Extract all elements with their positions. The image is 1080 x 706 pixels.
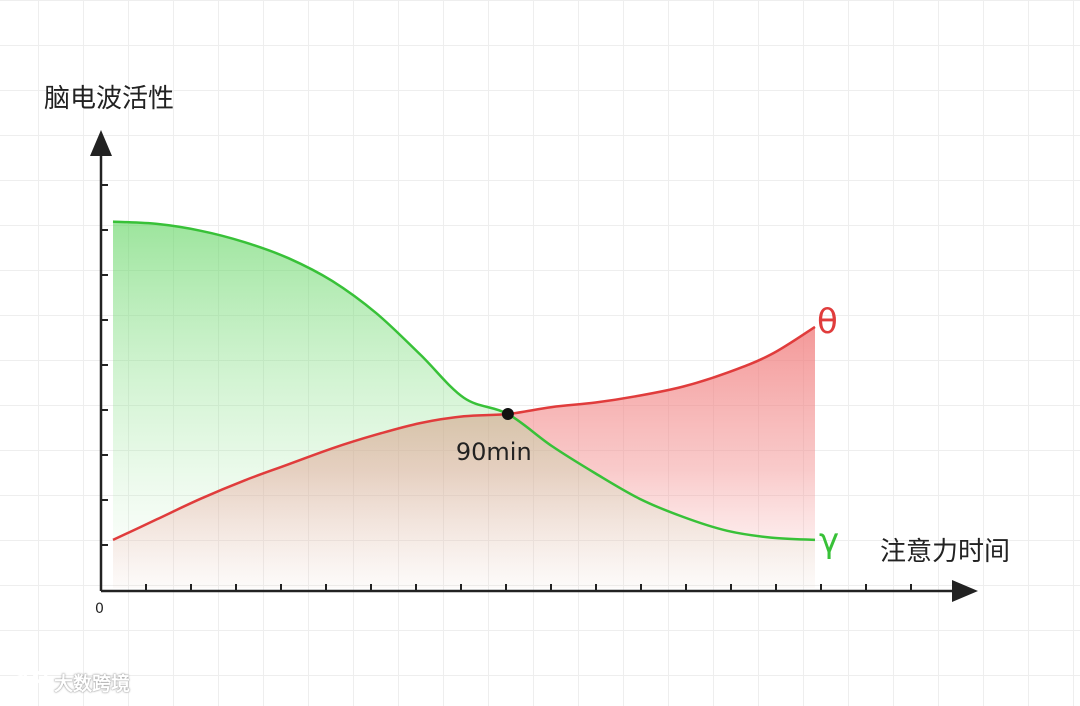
series-lines (112, 220, 816, 542)
origin-label: 0 (95, 601, 104, 617)
intersection-label: 90min (456, 438, 532, 466)
series-areas (113, 221, 815, 588)
gamma-line (112, 220, 816, 542)
x-axis-arrow (952, 580, 978, 602)
gamma-series-label: γ (819, 521, 839, 561)
theta-line (112, 325, 816, 542)
theta-series-label: θ (817, 302, 838, 342)
watermark: 大数跨境 (10, 668, 130, 696)
y-axis-title: 脑电波活性 (44, 84, 174, 114)
axis-ticks (101, 184, 912, 591)
watermark-logo-icon (11, 670, 48, 691)
intersection-point (501, 407, 514, 420)
watermark-text: 大数跨境 (54, 672, 131, 695)
gamma-area (113, 221, 815, 588)
y-axis-arrow (90, 130, 112, 156)
x-axis-title: 注意力时间 (880, 537, 1010, 567)
